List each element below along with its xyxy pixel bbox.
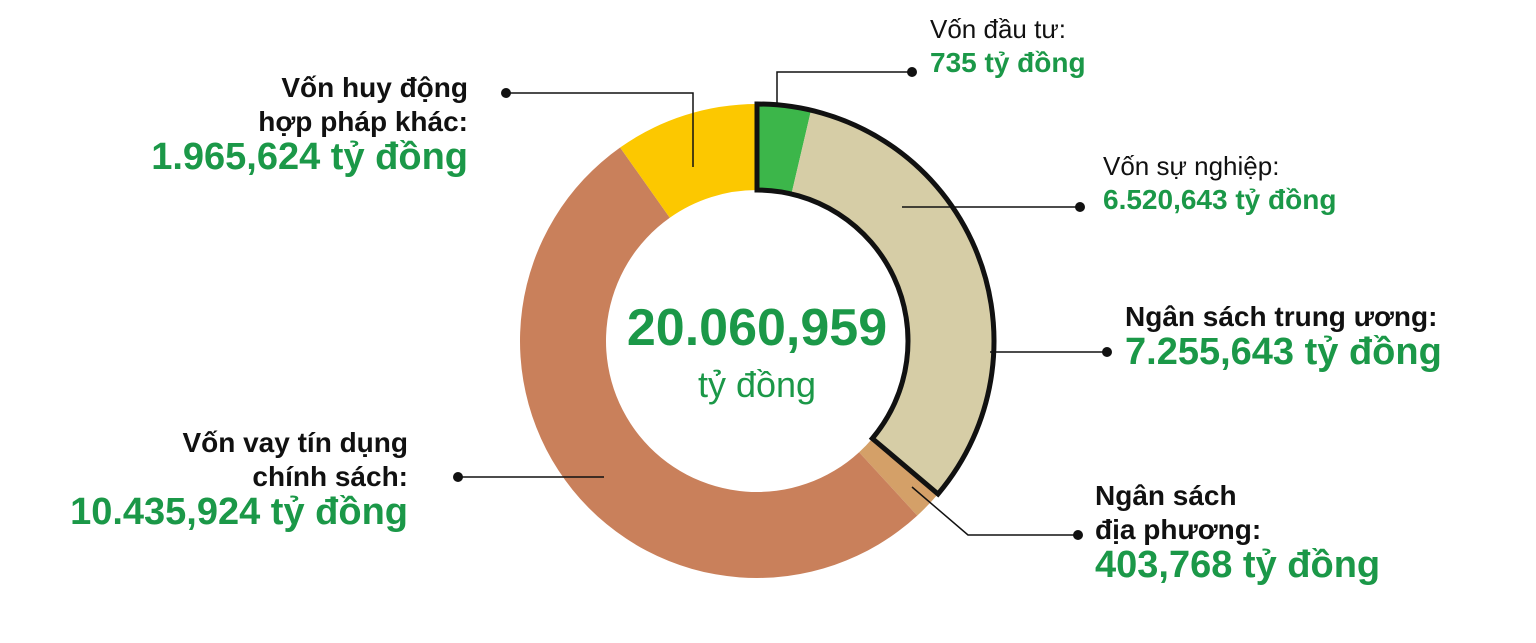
leader-dot — [453, 472, 463, 482]
callout-label: chính sách: — [252, 461, 408, 492]
leader-dot — [1102, 347, 1112, 357]
callout-label: Ngân sách trung ương: — [1125, 301, 1437, 332]
callout-label: Vốn đầu tư: — [930, 14, 1066, 44]
callout-value: 1.965,624 tỷ đồng — [151, 136, 468, 178]
center-total-value: 20.060,959 — [627, 299, 887, 357]
leader-dot — [1075, 202, 1085, 212]
callout-ngan-sach-trung-uong: Ngân sách trung ương:7.255,643 tỷ đồng — [990, 301, 1442, 373]
leader-dot — [501, 88, 511, 98]
slice-von-huy-dong — [620, 104, 757, 218]
leader-dot — [1073, 530, 1083, 540]
callout-label: địa phương: — [1095, 514, 1261, 545]
callout-label: Vốn vay tín dụng — [182, 427, 408, 458]
callout-value: 735 tỷ đồng — [930, 47, 1086, 78]
slice-ngan-sach-dia-phuong — [859, 438, 939, 516]
callout-value: 10.435,924 tỷ đồng — [70, 491, 408, 533]
slice-von-su-nghiep — [791, 110, 994, 494]
leader-line — [911, 486, 1078, 536]
donut-slices — [519, 104, 994, 579]
callout-von-su-nghiep: Vốn sự nghiệp:6.520,643 tỷ đồng — [902, 151, 1336, 215]
central-budget-outline — [754, 101, 997, 498]
callouts: Vốn đầu tư:735 tỷ đồng Vốn sự nghiệp:6.52… — [70, 14, 1442, 586]
slice-von-vay-tin-dung — [519, 147, 918, 579]
callout-label: Vốn sự nghiệp: — [1103, 151, 1279, 181]
callout-value: 7.255,643 tỷ đồng — [1125, 331, 1442, 373]
leader-line — [776, 71, 912, 106]
callout-label: hợp pháp khác: — [258, 106, 468, 137]
center-total-unit: tỷ đồng — [698, 364, 816, 405]
leader-dot — [907, 67, 917, 77]
callout-label: Ngân sách — [1095, 480, 1237, 511]
callout-value: 403,768 tỷ đồng — [1095, 544, 1380, 586]
callout-label: Vốn huy động — [281, 72, 468, 103]
leader-line — [506, 92, 694, 167]
callout-von-dau-tu: Vốn đầu tư:735 tỷ đồng — [776, 14, 1086, 106]
callout-value: 6.520,643 tỷ đồng — [1103, 184, 1336, 215]
slice-von-dau-tu — [757, 104, 812, 194]
